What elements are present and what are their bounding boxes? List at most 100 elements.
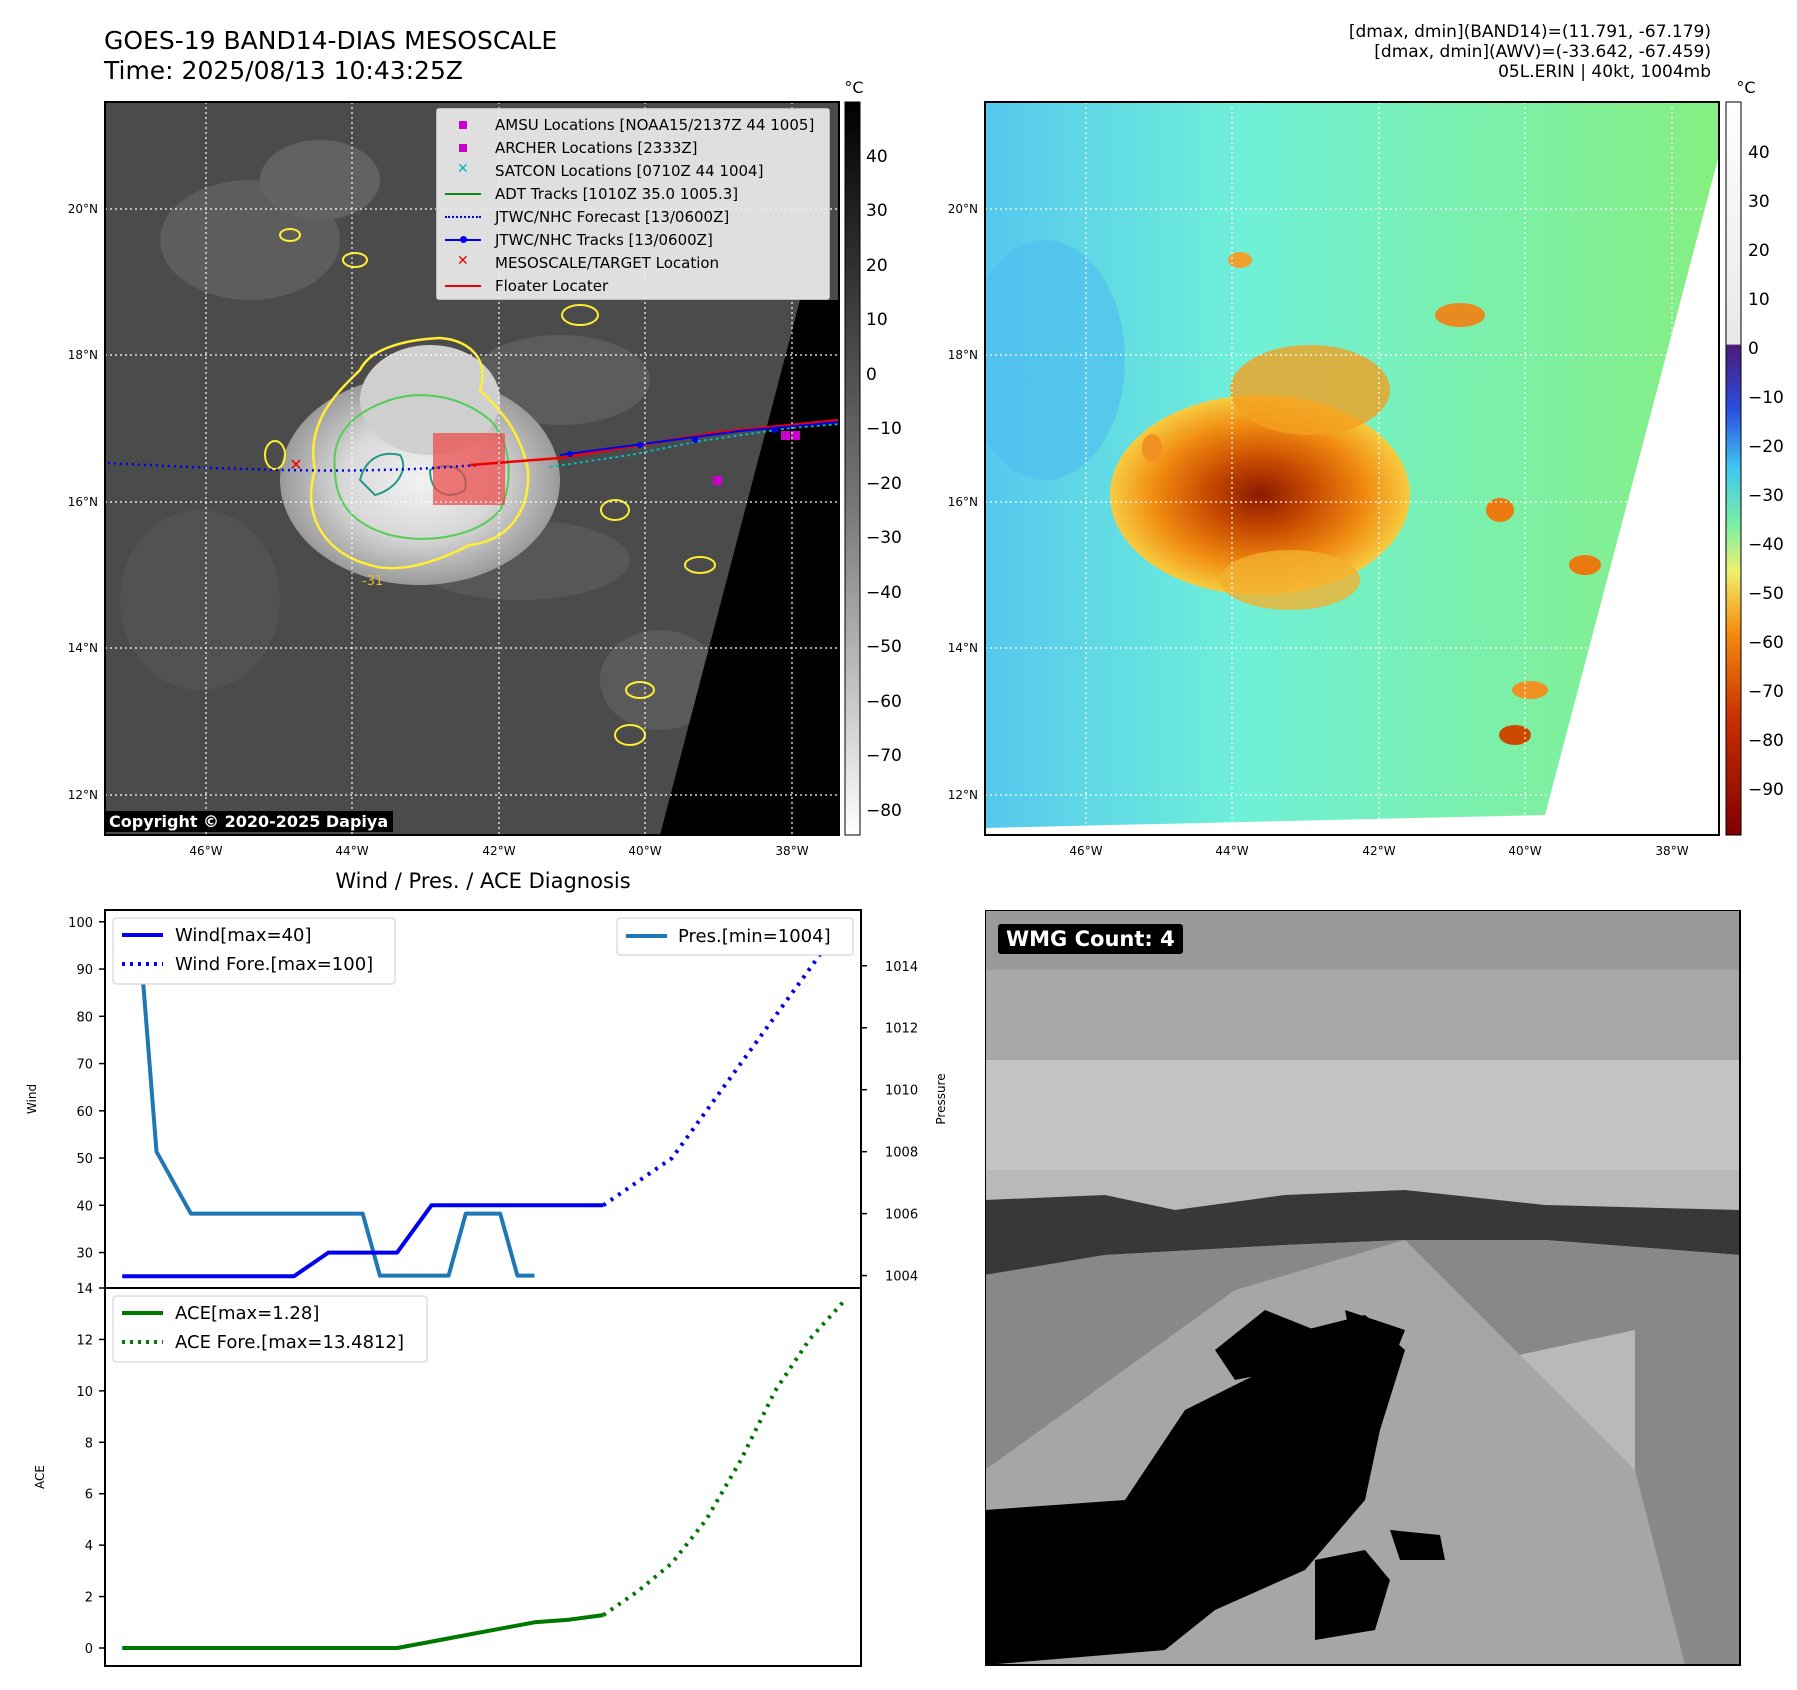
legend-entry-label: JTWC/NHC Tracks [13/0600Z] (495, 231, 713, 249)
cbar-tick: −70 (866, 746, 902, 766)
pressure-series-line (122, 932, 535, 1278)
legend-entry-label: JTWC/NHC Forecast [13/0600Z] (495, 208, 730, 226)
left-colorbar-ticks: 40 30 20 10 0 −10 −20 −30 −40 −50 −60 −7… (866, 147, 902, 821)
lon-label: 42°W (1362, 844, 1395, 858)
pressure-ylabel: Pressure (934, 1073, 948, 1124)
left-map-lat-labels: 20°N 18°N 16°N 14°N 12°N (68, 202, 98, 802)
legend-label: ACE[max=1.28] (175, 1303, 319, 1324)
jtwc-forecast-track (107, 461, 481, 472)
target-x-marker: ✕ (289, 455, 302, 474)
pressure-ytick-label: 1004 (885, 1270, 918, 1285)
lon-label: 38°W (775, 844, 808, 858)
right-map-lon-labels: 46°W 44°W 42°W 40°W 38°W (1069, 844, 1688, 858)
pressure-ytick-label: 1010 (885, 1084, 918, 1099)
legend-marker-icon (445, 233, 481, 247)
legend-entry: JTWC/NHC Tracks [13/0600Z] (445, 230, 713, 250)
legend-entry: JTWC/NHC Forecast [13/0600Z] (445, 207, 729, 227)
legend-entry: ADT Tracks [1010Z 35.0 1005.3] (445, 184, 738, 204)
lat-label: 18°N (948, 348, 978, 362)
cbar-tick: 10 (866, 310, 888, 330)
copyright-label: Copyright © 2020-2025 Dapiya (104, 811, 394, 832)
cbar-tick: 20 (1748, 241, 1770, 261)
wind-ytick-label: 80 (76, 1010, 93, 1025)
right-colorbar-ticks: 40 30 20 10 0 −10 −20 −30 −40 −50 −60 −7… (1748, 143, 1784, 800)
wind-forecast-series-line (602, 920, 846, 1207)
chart-title: Wind / Pres. / ACE Diagnosis (335, 869, 630, 893)
legend-entry-label: MESOSCALE/TARGET Location (495, 254, 720, 272)
wind-ylabel: Wind (25, 1084, 39, 1114)
cbar-tick: −10 (866, 419, 902, 439)
title-line-2: Time: 2025/08/13 10:43:25Z (104, 56, 463, 85)
mesoscale-target-box (433, 433, 505, 505)
ace-ytick-label: 0 (85, 1642, 93, 1657)
cbar-tick: 40 (866, 147, 888, 167)
cbar-tick: 20 (866, 256, 888, 276)
wind-ytick-label: 40 (76, 1199, 93, 1214)
cbar-tick: −90 (1748, 780, 1784, 800)
legend-label: Pres.[min=1004] (678, 926, 831, 947)
right-map-lat-labels: 20°N 18°N 16°N 14°N 12°N (948, 202, 978, 802)
amsu-location-marker (781, 431, 790, 440)
legend-entry-label: AMSU Locations [NOAA15/2137Z 44 1005] (495, 116, 815, 134)
legend-entry: Floater Locater (445, 276, 608, 296)
ace-axes (104, 1287, 862, 1667)
pressure-ytick-label: 1008 (885, 1146, 918, 1161)
cbar-tick: −60 (1748, 633, 1784, 653)
cbar-tick: 40 (1748, 143, 1770, 163)
left-map-legend: AMSU Locations [NOAA15/2137Z 44 1005] ARC… (436, 108, 830, 300)
cbar-tick: 10 (1748, 290, 1770, 310)
left-colorbar-unit: °C (844, 78, 863, 97)
ace-series-line (122, 1613, 604, 1650)
storm-cold-top (1110, 395, 1410, 595)
legend-entry-label: Floater Locater (495, 277, 609, 295)
wind-legend: Wind[max=40] Wind Fore.[max=100] (112, 917, 396, 985)
lat-label: 12°N (68, 788, 98, 802)
right-map-imagery (985, 102, 1719, 835)
pressure-ytick-label: 1014 (885, 960, 918, 975)
left-colorbar (844, 101, 861, 836)
legend-marker-icon (445, 187, 481, 201)
cbar-tick: 30 (1748, 192, 1770, 212)
wind-series-line (122, 1203, 604, 1279)
legend-label: Wind[max=40] (175, 925, 312, 946)
wind-ytick-label: 60 (76, 1105, 93, 1120)
diagnostic-header: [dmax, dmin](BAND14)=(11.791, -67.179) [… (1349, 22, 1711, 82)
cbar-tick: −30 (866, 528, 902, 548)
left-map-frame (104, 101, 840, 836)
ace-ylabel: ACE (33, 1465, 47, 1489)
diag-line-1: [dmax, dmin](BAND14)=(11.791, -67.179) (1348, 22, 1711, 42)
cbar-tick: 0 (866, 365, 877, 385)
cbar-tick: −30 (1748, 486, 1784, 506)
lon-label: 44°W (335, 844, 368, 858)
legend-entry-label: SATCON Locations [0710Z 44 1004] (495, 162, 764, 180)
legend-entry: ✕ SATCON Locations [0710Z 44 1004] (445, 161, 763, 181)
pressure-ytick-label: 1012 (885, 1022, 918, 1037)
ace-ytick-label: 6 (85, 1488, 93, 1503)
cbar-tick: −20 (1748, 437, 1784, 457)
lon-label: 42°W (482, 844, 515, 858)
wind-ytick-label: 30 (76, 1247, 93, 1262)
series-layer: 3040506070809010010041006100810101012101… (68, 916, 918, 1657)
wind-ytick-label: 100 (68, 916, 93, 931)
cbar-tick: −80 (866, 801, 902, 821)
lat-label: 18°N (68, 348, 98, 362)
ace-ytick-label: 14 (76, 1282, 93, 1297)
legend-marker-icon (445, 279, 481, 293)
legend-entry-label: ARCHER Locations [2333Z] (495, 139, 698, 157)
lat-label: 14°N (68, 641, 98, 655)
cbar-tick: −60 (866, 692, 902, 712)
lon-label: 46°W (189, 844, 222, 858)
cbar-tick: −20 (866, 474, 902, 494)
legend-marker-icon (445, 210, 481, 224)
lat-label: 12°N (948, 788, 978, 802)
ace-legend: ACE[max=1.28] ACE Fore.[max=13.4812] (112, 1295, 428, 1363)
cbar-tick: 30 (866, 201, 888, 221)
left-map-lon-labels: 46°W 44°W 42°W 40°W 38°W (189, 844, 808, 858)
title-line-1: GOES-19 BAND14-DIAS MESOSCALE (104, 26, 558, 55)
ace-ytick-label: 4 (85, 1539, 93, 1554)
lon-label: 40°W (1508, 844, 1541, 858)
cbar-tick: −70 (1748, 682, 1784, 702)
lon-label: 46°W (1069, 844, 1102, 858)
cbar-tick: −40 (866, 583, 902, 603)
